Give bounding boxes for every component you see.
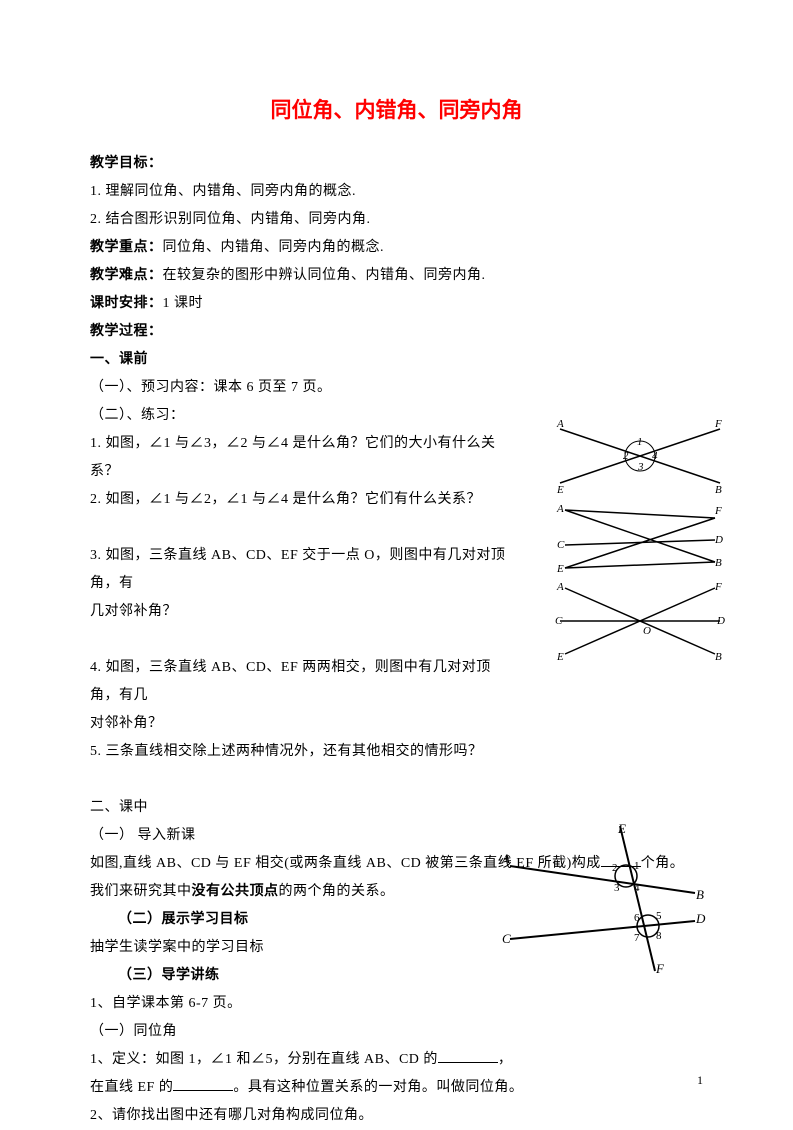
svg-text:E: E <box>556 563 564 575</box>
exercise-5: 5. 三条直线相交除上述两种情况外，还有其他相交的情形吗？ <box>90 738 703 766</box>
svg-text:O: O <box>643 625 651 637</box>
svg-text:C: C <box>555 615 563 627</box>
definition-1c: 在直线 EF 的 。具有这种位置关系的一对角。叫做同位角。 <box>90 1074 703 1102</box>
svg-text:8: 8 <box>656 930 662 942</box>
page: 同位角、内错角、同旁内角 教学目标： 1. 理解同位角、内错角、同旁内角的概念.… <box>0 0 793 1122</box>
blank-side-1 <box>438 1048 498 1063</box>
svg-text:A: A <box>556 503 564 515</box>
process-heading: 教学过程： <box>90 318 703 346</box>
svg-text:B: B <box>715 651 722 662</box>
svg-text:F: F <box>655 961 665 976</box>
exercise-1: 1. 如图，∠1 与∠3，∠2 与∠4 是什么角？它们的大小有什么关系？ <box>90 430 510 486</box>
svg-text:A: A <box>556 418 564 430</box>
intro2-a: 我们来研究其中 <box>90 884 192 899</box>
exercise-2: 2. 如图，∠1 与∠2，∠1 与∠4 是什么角？它们有什么关系？ <box>90 486 510 514</box>
svg-text:D: D <box>695 911 706 926</box>
svg-text:C: C <box>557 539 565 551</box>
blank-line-3 <box>90 766 703 794</box>
svg-text:2: 2 <box>612 862 618 874</box>
svg-text:D: D <box>716 615 725 627</box>
svg-text:4: 4 <box>634 882 640 894</box>
svg-text:F: F <box>714 581 722 593</box>
exercise-3a: 3. 如图，三条直线 AB、CD、EF 交于一点 O，则图中有几对对顶角，有 <box>90 542 510 598</box>
def1b: ， <box>498 1052 513 1067</box>
goal-2: 2. 结合图形识别同位角、内错角、同旁内角. <box>90 206 703 234</box>
period-line: 课时安排：1 课时 <box>90 290 703 318</box>
blank-side-2 <box>173 1076 233 1091</box>
figure-2-triangle: A F C D E B <box>555 500 725 575</box>
intro2-bold: 没有公共顶点 <box>192 884 279 899</box>
svg-text:C: C <box>502 931 511 946</box>
svg-text:1: 1 <box>637 436 643 448</box>
exercise-4a: 4. 如图，三条直线 AB、CD、EF 两两相交，则图中有几对对顶角，有几 <box>90 654 510 710</box>
definition-1: 1、定义：如图 1，∠1 和∠5，分别在直线 AB、CD 的 ， <box>90 1046 703 1074</box>
period-label: 课时安排： <box>90 296 163 311</box>
sub3-1a: （一）同位角 <box>90 1018 703 1046</box>
def1a: 1、定义：如图 1，∠1 和∠5，分别在直线 AB、CD 的 <box>90 1052 438 1067</box>
keypoint-line: 教学重点：同位角、内错角、同旁内角的概念. <box>90 234 703 262</box>
exercise-4b: 对邻补角？ <box>90 710 703 738</box>
page-title: 同位角、内错角、同旁内角 <box>90 90 703 132</box>
svg-text:7: 7 <box>634 932 640 944</box>
def1c: 在直线 EF 的 <box>90 1080 173 1095</box>
svg-text:1: 1 <box>634 860 640 872</box>
section-2: 二、课中 <box>90 794 703 822</box>
svg-text:D: D <box>714 534 723 546</box>
period-text: 1 课时 <box>163 296 204 311</box>
svg-text:F: F <box>714 505 722 517</box>
svg-text:E: E <box>556 484 564 495</box>
difficulty-text: 在较复杂的图形中辨认同位角、内错角、同旁内角. <box>163 268 486 283</box>
difficulty-line: 教学难点：在较复杂的图形中辨认同位角、内错角、同旁内角. <box>90 262 703 290</box>
keypoint-label: 教学重点： <box>90 240 163 255</box>
question-2: 2、请你找出图中还有哪几对角构成同位角。 <box>90 1102 703 1130</box>
svg-text:E: E <box>556 651 564 662</box>
figure-3-concurrent: A F C D E B O <box>555 580 725 662</box>
svg-text:F: F <box>714 418 722 430</box>
page-number: 1 <box>697 1068 703 1092</box>
svg-text:A: A <box>501 851 510 866</box>
difficulty-label: 教学难点： <box>90 268 163 283</box>
svg-text:5: 5 <box>656 910 662 922</box>
goal-1: 1. 理解同位角、内错角、同旁内角的概念. <box>90 178 703 206</box>
svg-text:A: A <box>556 581 564 593</box>
sub3-1: 1、自学课本第 6-7 页。 <box>90 990 703 1018</box>
def1d: 。具有这种位置关系的一对角。叫做同位角。 <box>233 1080 523 1095</box>
svg-text:E: E <box>617 821 626 836</box>
goals-heading: 教学目标： <box>90 150 703 178</box>
preview-1: （一）、预习内容：课本 6 页至 7 页。 <box>90 374 703 402</box>
keypoint-text: 同位角、内错角、同旁内角的概念. <box>163 240 385 255</box>
intro2-tail: 的两个角的关系。 <box>279 884 395 899</box>
svg-text:B: B <box>715 557 722 569</box>
svg-text:B: B <box>715 484 722 495</box>
figure-1-2-lines: A F E B 1 2 3 4 <box>555 417 725 495</box>
svg-text:B: B <box>696 887 704 902</box>
section-1: 一、课前 <box>90 346 703 374</box>
figure-4-transversal: A B C D E F 1 2 3 4 5 6 7 8 <box>500 821 715 976</box>
svg-text:3: 3 <box>614 882 620 894</box>
svg-text:6: 6 <box>634 912 640 924</box>
